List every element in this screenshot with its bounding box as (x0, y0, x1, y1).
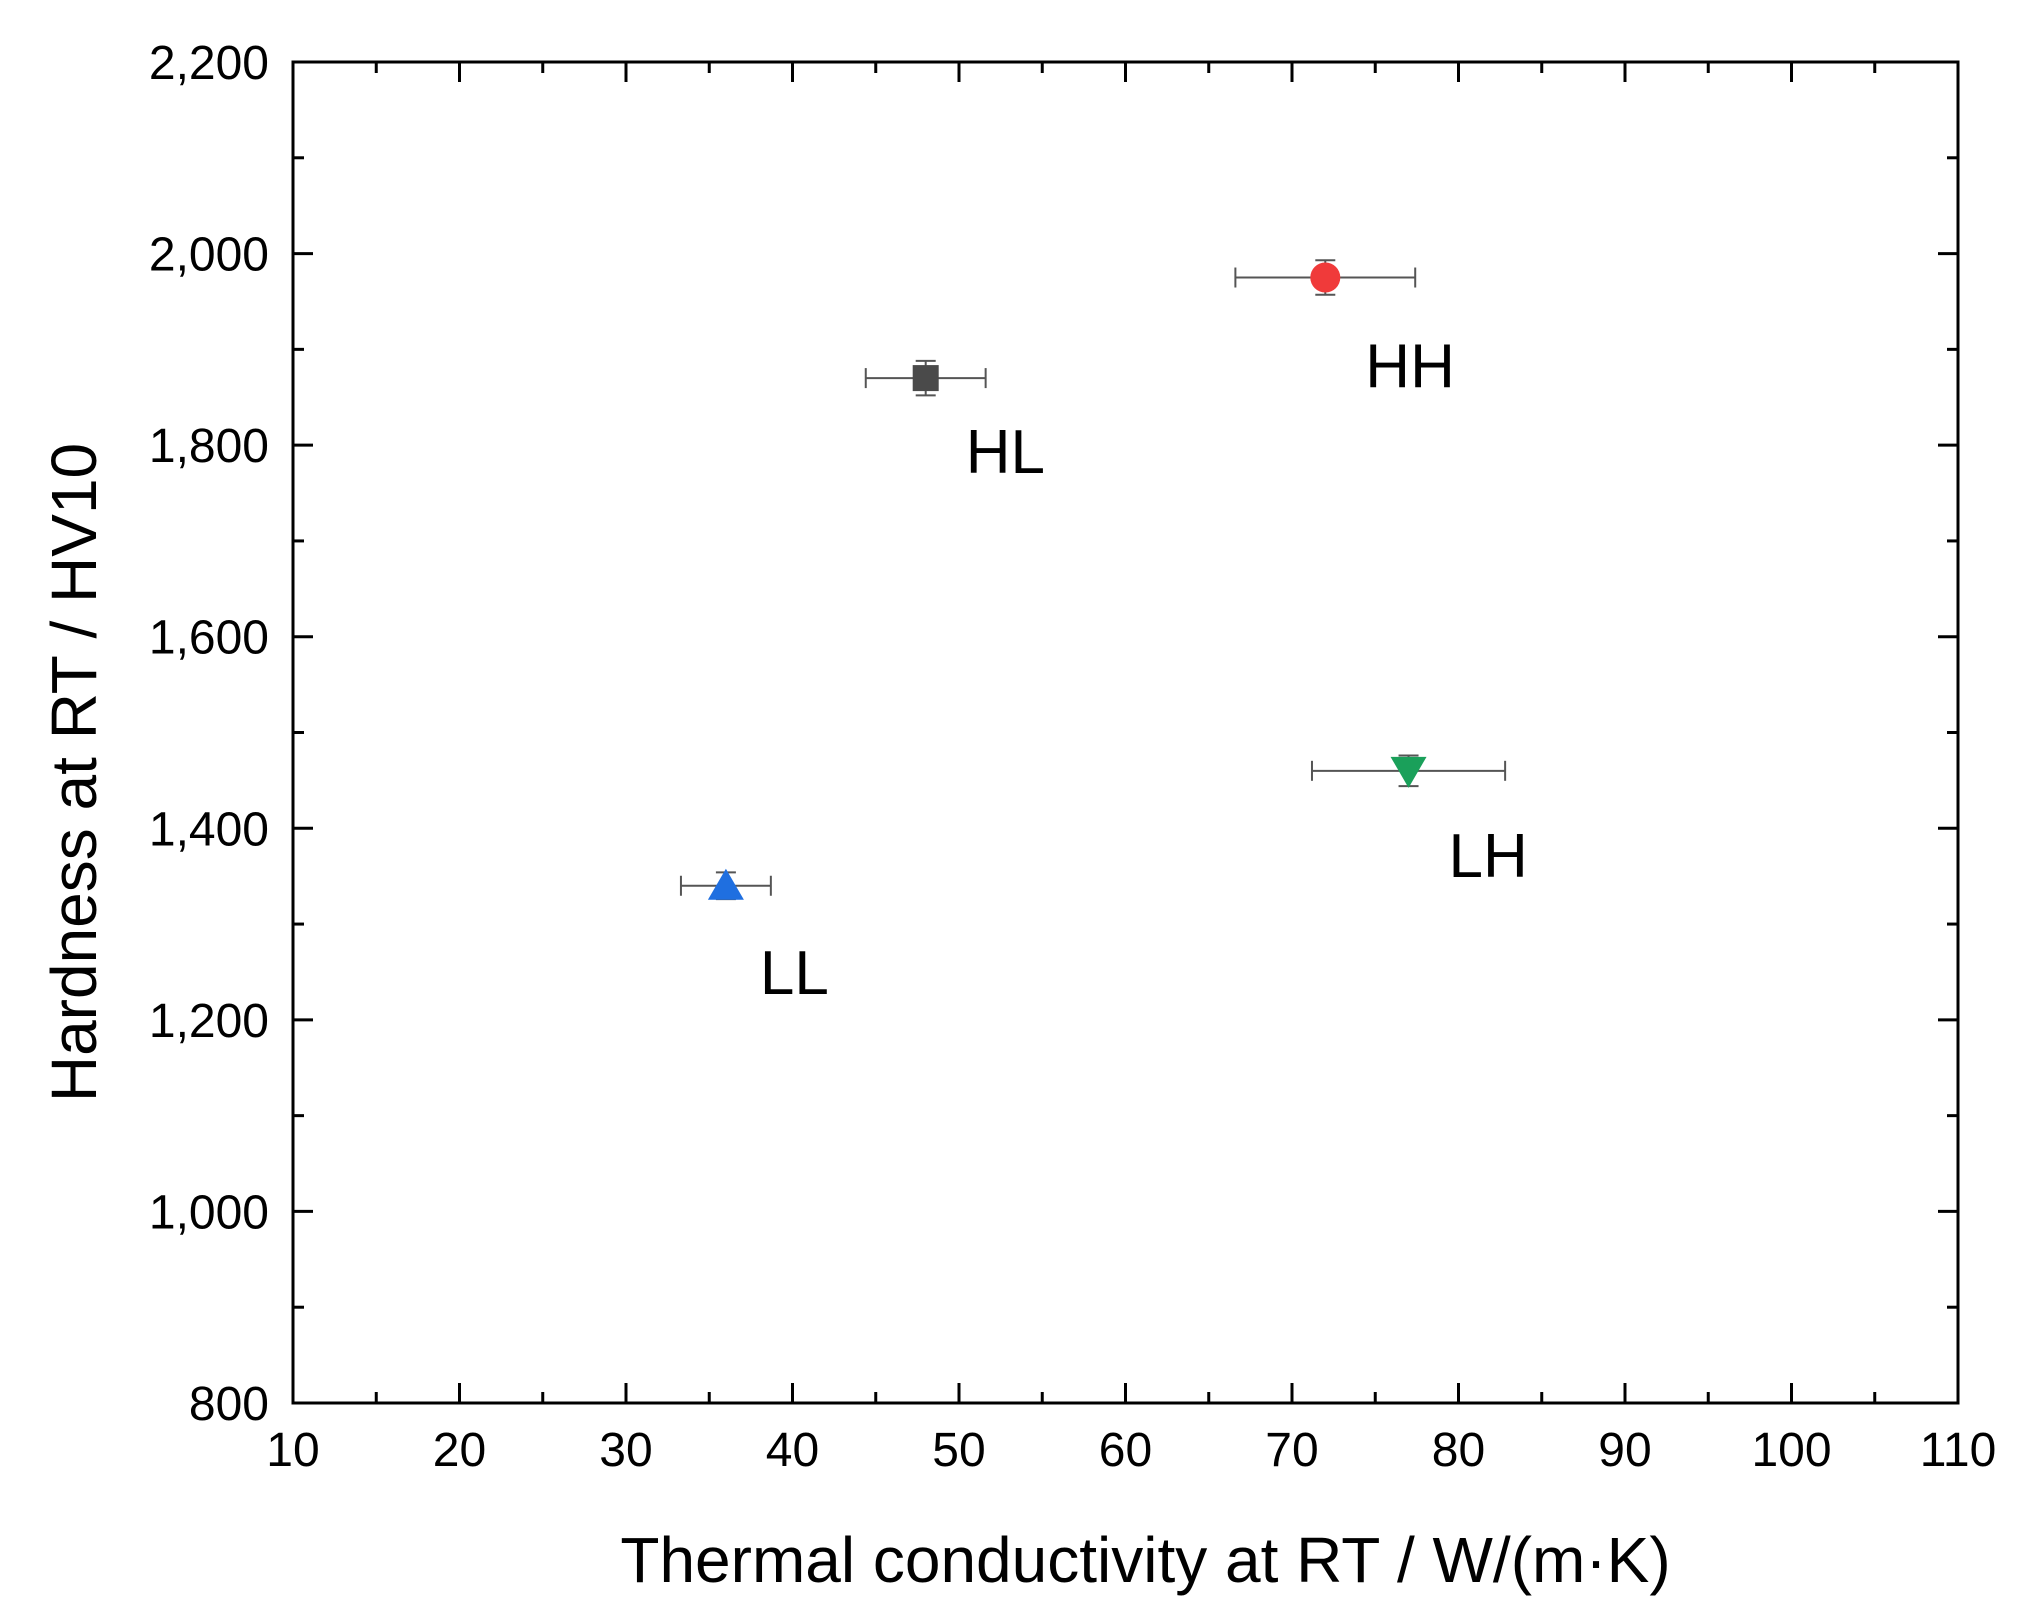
x-tick-label: 20 (433, 1424, 486, 1477)
x-tick-label: 110 (1920, 1424, 1997, 1477)
axis-ticks (291, 60, 1960, 1405)
x-tick-label: 40 (766, 1424, 819, 1477)
data-point-lh (1390, 756, 1427, 788)
tick-labels: 10 20 30 40 50 60 70 80 90 100 110 800 1,000 1,200 1,4… (149, 37, 1996, 1477)
point-label-ll: LL (760, 939, 829, 1008)
x-tick-label: 70 (1265, 1424, 1318, 1477)
y-tick-label: 800 (189, 1378, 269, 1431)
x-tick-label: 60 (1099, 1424, 1152, 1477)
plot-frame (291, 60, 1960, 1405)
y-tick-label: 2,200 (149, 37, 269, 90)
y-axis-title: Hardness at RT / HV10 (38, 443, 110, 1102)
y-tick-label: 2,000 (149, 229, 269, 282)
data-point-hh (1310, 262, 1341, 293)
point-label-hl: HL (966, 418, 1045, 487)
x-tick-label: 80 (1432, 1424, 1485, 1477)
data-point-hl (912, 365, 939, 392)
y-tick-label: 1,000 (149, 1186, 269, 1239)
x-tick-label: 90 (1598, 1424, 1651, 1477)
x-tick-label: 50 (932, 1424, 985, 1477)
point-label-lh: LH (1449, 822, 1528, 891)
y-tick-label: 1,600 (149, 612, 269, 665)
data-point-ll (707, 868, 744, 900)
x-axis-title: Thermal conductivity at RT / W/(m·K) (620, 1524, 1670, 1596)
data-points: HL HH LH LL (679, 259, 1528, 1008)
y-tick-label: 1,200 (149, 995, 269, 1048)
y-tick-label: 1,400 (149, 803, 269, 856)
x-tick-label: 30 (599, 1424, 652, 1477)
y-tick-label: 1,800 (149, 420, 269, 473)
x-tick-label: 10 (266, 1424, 319, 1477)
point-label-hh: HH (1365, 333, 1455, 402)
x-tick-label: 100 (1751, 1424, 1831, 1477)
